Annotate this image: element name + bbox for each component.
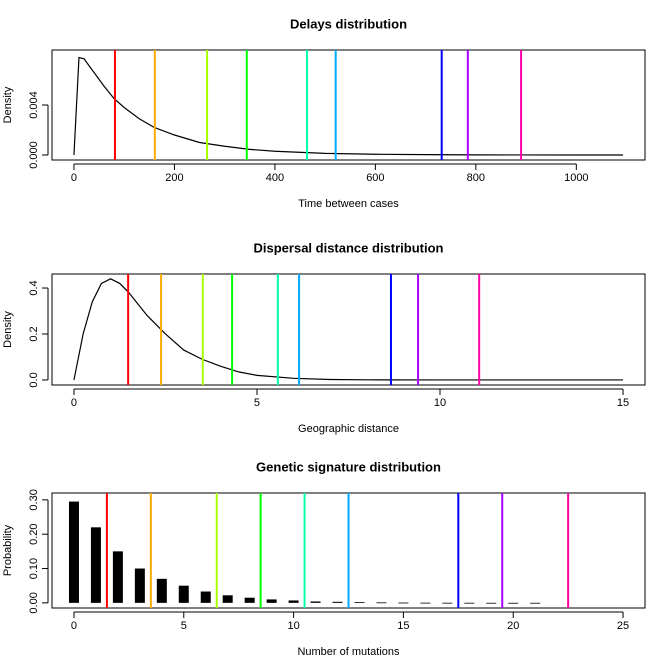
y-axis-label: Density: [2, 311, 14, 348]
bar: [508, 602, 519, 604]
plot-box: [51, 273, 646, 386]
x-axis-label: Geographic distance: [298, 423, 399, 435]
plot-box: [51, 49, 646, 161]
chart-title: Delays distribution: [290, 16, 407, 31]
bar: [266, 599, 277, 603]
x-axis-label: Number of mutations: [297, 646, 400, 658]
y-axis-label: Density: [2, 86, 14, 123]
x-tick-label: 25: [617, 620, 629, 632]
y-axis-label: Probability: [2, 524, 14, 576]
x-tick-label: 10: [434, 397, 446, 409]
bar: [442, 602, 453, 604]
bar: [354, 602, 365, 603]
bar: [112, 551, 123, 603]
bar: [288, 600, 299, 603]
bar: [200, 591, 211, 603]
x-tick-label: 15: [617, 397, 629, 409]
bar: [310, 601, 321, 603]
bar: [464, 602, 475, 604]
bar: [398, 602, 409, 604]
y-tick-label: 0.30: [28, 489, 40, 510]
bar: [134, 568, 145, 603]
bar: [420, 602, 431, 604]
bar: [156, 578, 167, 603]
y-tick-label: 0.004: [28, 91, 40, 119]
bar: [68, 501, 79, 603]
x-tick-label: 0: [71, 620, 77, 632]
bar: [376, 602, 387, 604]
x-tick-label: 0: [71, 172, 77, 184]
y-tick-label: 0.0: [28, 372, 40, 387]
x-tick-label: 15: [397, 620, 409, 632]
bar: [332, 601, 343, 603]
density-curve: [73, 56, 624, 156]
x-tick-label: 10: [287, 620, 299, 632]
y-tick-label: 0.2: [28, 326, 40, 341]
y-tick-label: 0.4: [28, 280, 40, 295]
x-tick-label: 5: [254, 397, 260, 409]
x-tick-label: 400: [266, 172, 284, 184]
chart-title: Dispersal distance distribution: [254, 240, 444, 255]
y-tick-label: 0.000: [28, 141, 40, 169]
y-tick-label: 0.20: [28, 523, 40, 544]
x-tick-label: 0: [71, 397, 77, 409]
chart-title: Genetic signature distribution: [256, 459, 441, 474]
density-curve: [73, 278, 624, 381]
bar: [244, 597, 255, 603]
bar: [178, 585, 189, 603]
x-tick-label: 5: [181, 620, 187, 632]
x-tick-label: 200: [165, 172, 183, 184]
y-tick-label: 0.00: [28, 592, 40, 613]
bar: [222, 595, 233, 603]
bar: [486, 602, 497, 604]
x-tick-label: 600: [366, 172, 384, 184]
bar: [530, 602, 541, 604]
x-axis-label: Time between cases: [298, 198, 399, 210]
x-tick-label: 20: [507, 620, 519, 632]
x-tick-label: 800: [467, 172, 485, 184]
y-tick-label: 0.10: [28, 558, 40, 579]
x-tick-label: 1000: [564, 172, 588, 184]
bar: [90, 527, 101, 603]
